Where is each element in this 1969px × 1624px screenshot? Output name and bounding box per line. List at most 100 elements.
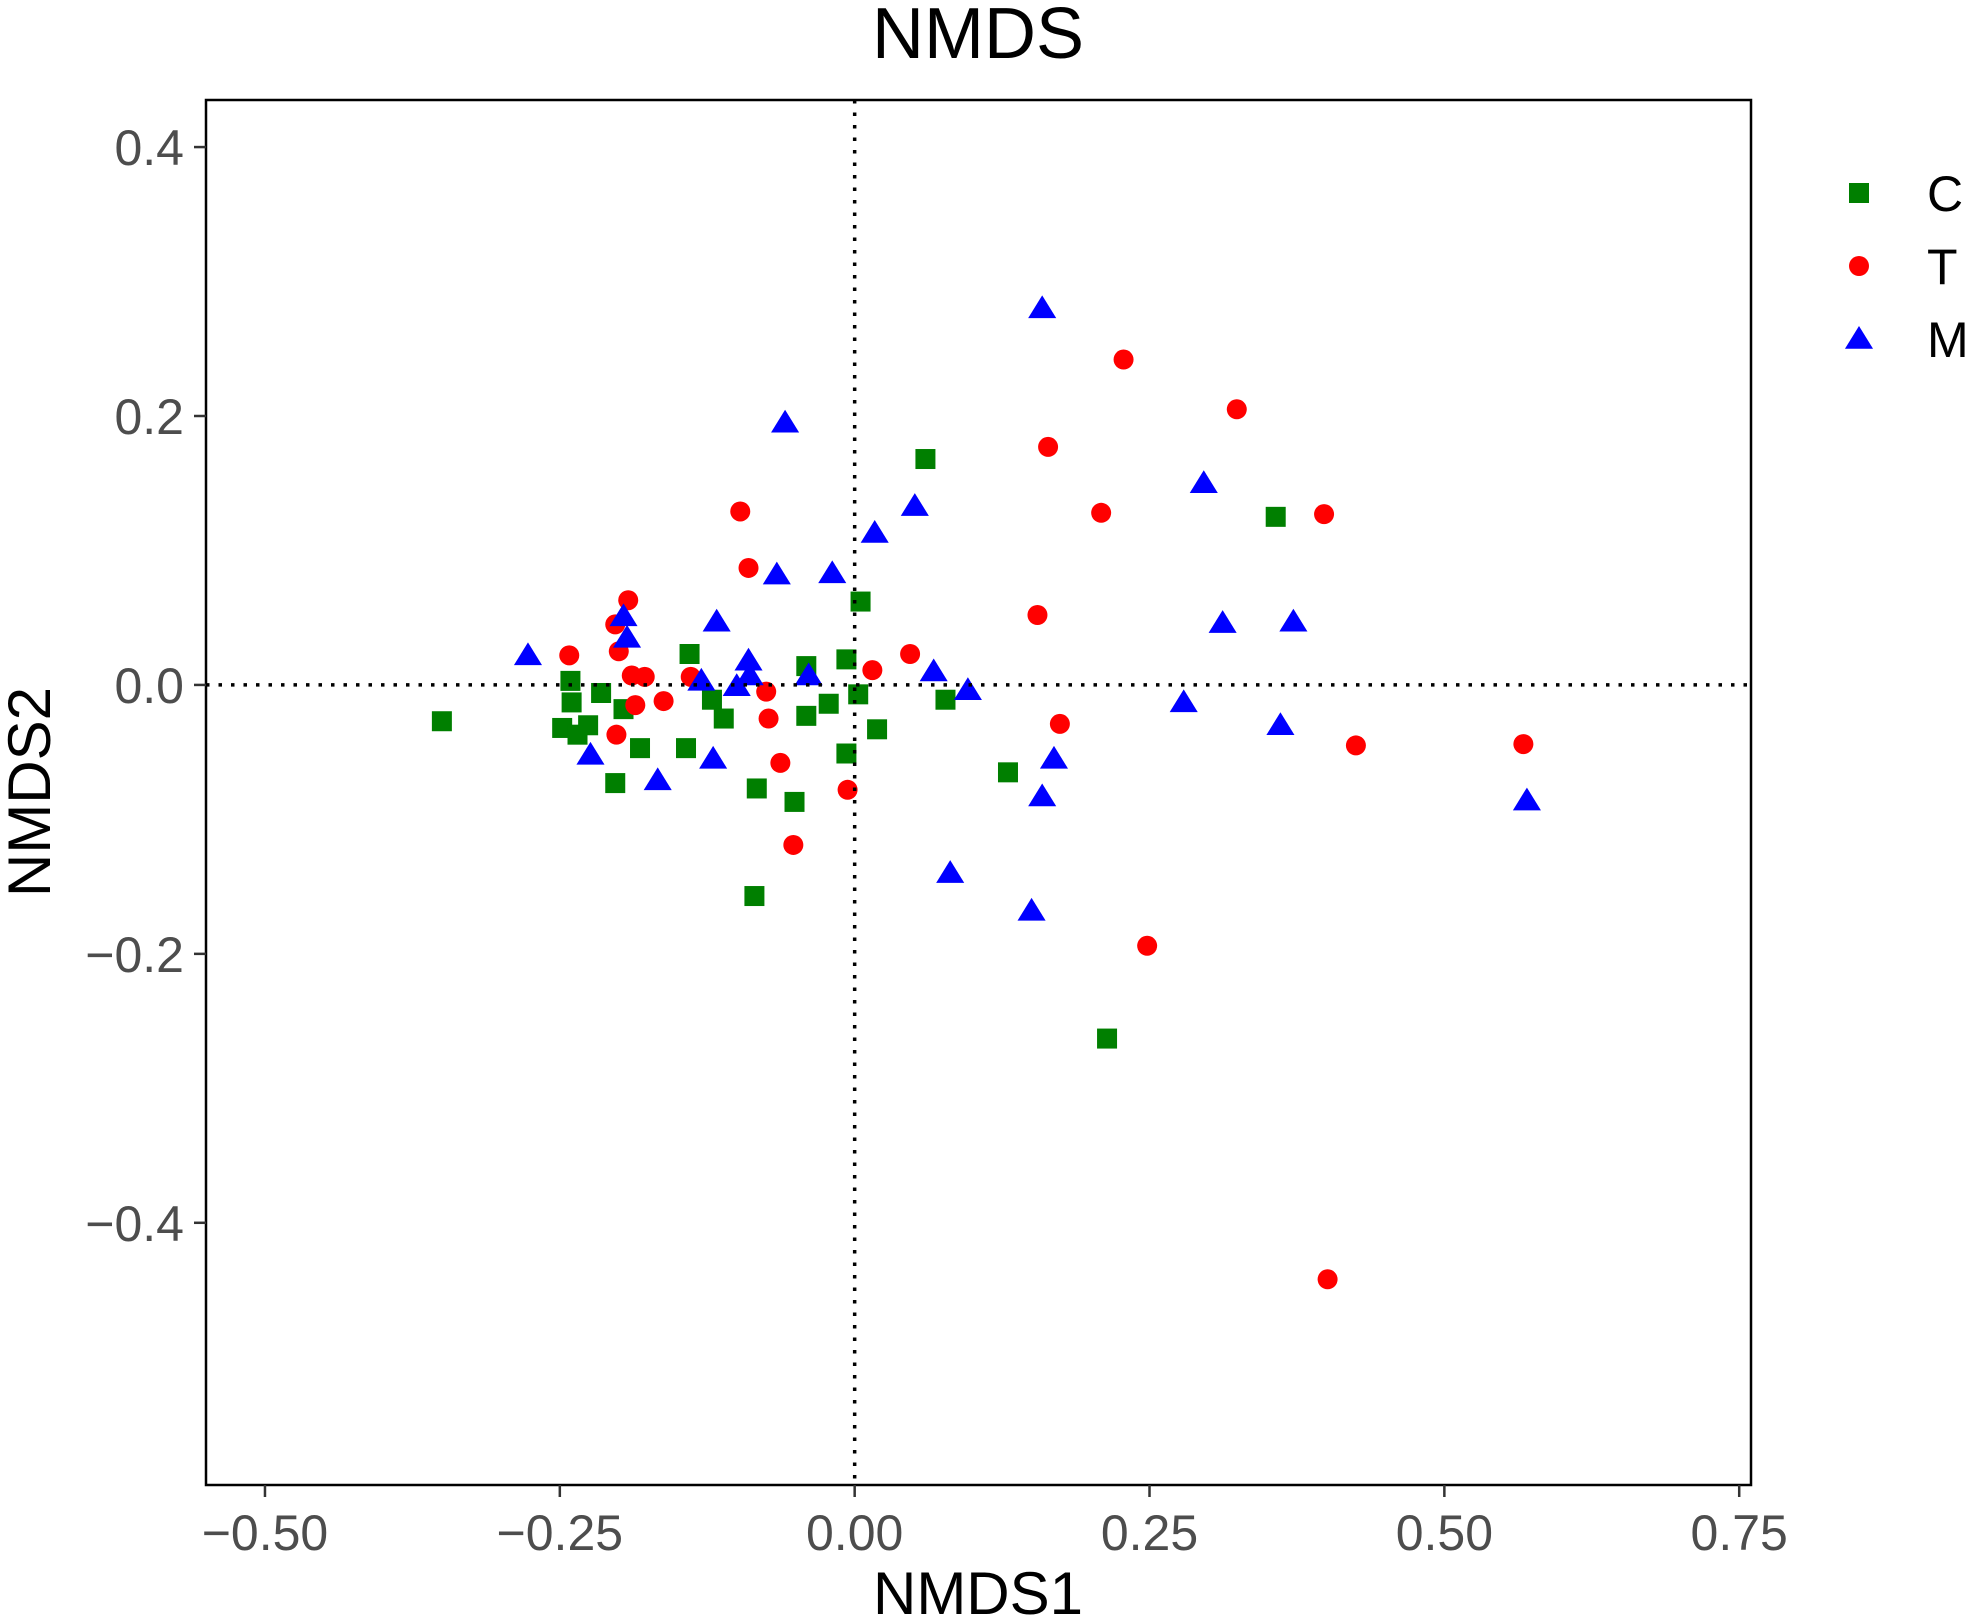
point-T (837, 779, 858, 800)
point-T (634, 666, 655, 687)
point-T (900, 644, 921, 664)
y-tick-label: 0.0 (114, 658, 184, 714)
point-T (1513, 734, 1534, 755)
legend-item-T: T (1849, 239, 1958, 295)
point-C (1097, 1028, 1118, 1049)
point-M (513, 642, 543, 666)
point-T (1317, 1269, 1338, 1290)
point-T (625, 695, 646, 716)
point-C (867, 719, 888, 740)
point-T (730, 501, 751, 522)
series-C (431, 449, 1286, 1049)
point-C (561, 692, 582, 713)
point-M (1028, 783, 1057, 807)
point-M (953, 677, 982, 701)
point-M (1028, 295, 1057, 319)
point-M (900, 493, 929, 516)
point-T (862, 660, 883, 681)
legend-label: M (1927, 312, 1969, 368)
point-C (630, 738, 651, 759)
reference-lines (206, 100, 1751, 1485)
point-M (818, 560, 847, 584)
point-C (997, 762, 1018, 783)
point-C (850, 591, 871, 612)
point-M (643, 767, 672, 791)
point-M (860, 519, 889, 543)
point-T (783, 834, 804, 855)
point-C (552, 717, 573, 738)
point-C (935, 689, 956, 710)
legend-key-C (1849, 183, 1869, 203)
point-T (1027, 605, 1048, 626)
point-M (1512, 787, 1541, 811)
point-T (606, 724, 627, 745)
x-tick-label: −0.25 (497, 1505, 624, 1561)
point-T (770, 752, 791, 773)
legend-key-M (1844, 326, 1874, 349)
point-T (1113, 349, 1134, 370)
point-T (1091, 502, 1112, 523)
point-M (576, 741, 605, 765)
point-T (1314, 504, 1335, 525)
point-C (679, 644, 700, 664)
point-M (919, 658, 948, 682)
point-M (735, 662, 764, 686)
x-tick-label: −0.50 (202, 1505, 329, 1561)
x-tick-label: 0.25 (1101, 1505, 1198, 1561)
point-M (1266, 712, 1295, 736)
point-M (613, 624, 642, 648)
point-M (1039, 745, 1069, 769)
point-T (1049, 713, 1070, 734)
point-C (848, 684, 869, 705)
point-C (746, 778, 767, 799)
point-C (605, 773, 626, 794)
chart-title: NMDS (872, 0, 1084, 74)
y-axis: −0.4 −0.2 0.0 0.2 0.4 (85, 120, 206, 1252)
x-tick-label: 0.00 (806, 1505, 903, 1561)
point-M (609, 603, 638, 627)
point-C (744, 886, 765, 907)
point-C (915, 449, 936, 470)
series-T (559, 349, 1534, 1290)
x-tick-label: 0.50 (1396, 1505, 1493, 1561)
point-M (1208, 610, 1237, 633)
y-tick-label: 0.4 (114, 120, 184, 176)
point-T (653, 691, 674, 712)
point-C (796, 705, 817, 726)
point-C (560, 670, 581, 691)
point-T (559, 645, 580, 666)
point-M (699, 745, 728, 769)
point-C (1265, 506, 1286, 527)
point-C (431, 711, 452, 732)
point-T (1226, 399, 1247, 420)
point-C (701, 689, 722, 710)
legend-key-T (1849, 256, 1869, 276)
y-tick-label: 0.2 (114, 389, 184, 445)
y-tick-label: −0.4 (85, 1196, 184, 1252)
y-tick-label: −0.2 (85, 927, 184, 983)
point-C (784, 791, 805, 812)
point-C (591, 682, 612, 703)
point-M (1169, 689, 1198, 713)
point-M (702, 608, 731, 632)
point-C (836, 743, 857, 764)
point-M (794, 662, 823, 686)
legend-label: C (1927, 166, 1963, 222)
legend: CTM (1844, 166, 1969, 368)
point-M (1189, 470, 1218, 493)
point-C (676, 738, 697, 759)
point-T (738, 557, 759, 578)
point-C (836, 649, 857, 670)
legend-label: T (1927, 239, 1958, 295)
point-M (1279, 608, 1308, 632)
point-T (1345, 735, 1366, 756)
point-T (1137, 935, 1158, 956)
points-layer (431, 295, 1541, 1290)
point-M (936, 860, 965, 883)
legend-item-C: C (1849, 166, 1963, 222)
point-T (758, 708, 779, 729)
point-C (578, 715, 599, 736)
point-M (1017, 897, 1046, 921)
